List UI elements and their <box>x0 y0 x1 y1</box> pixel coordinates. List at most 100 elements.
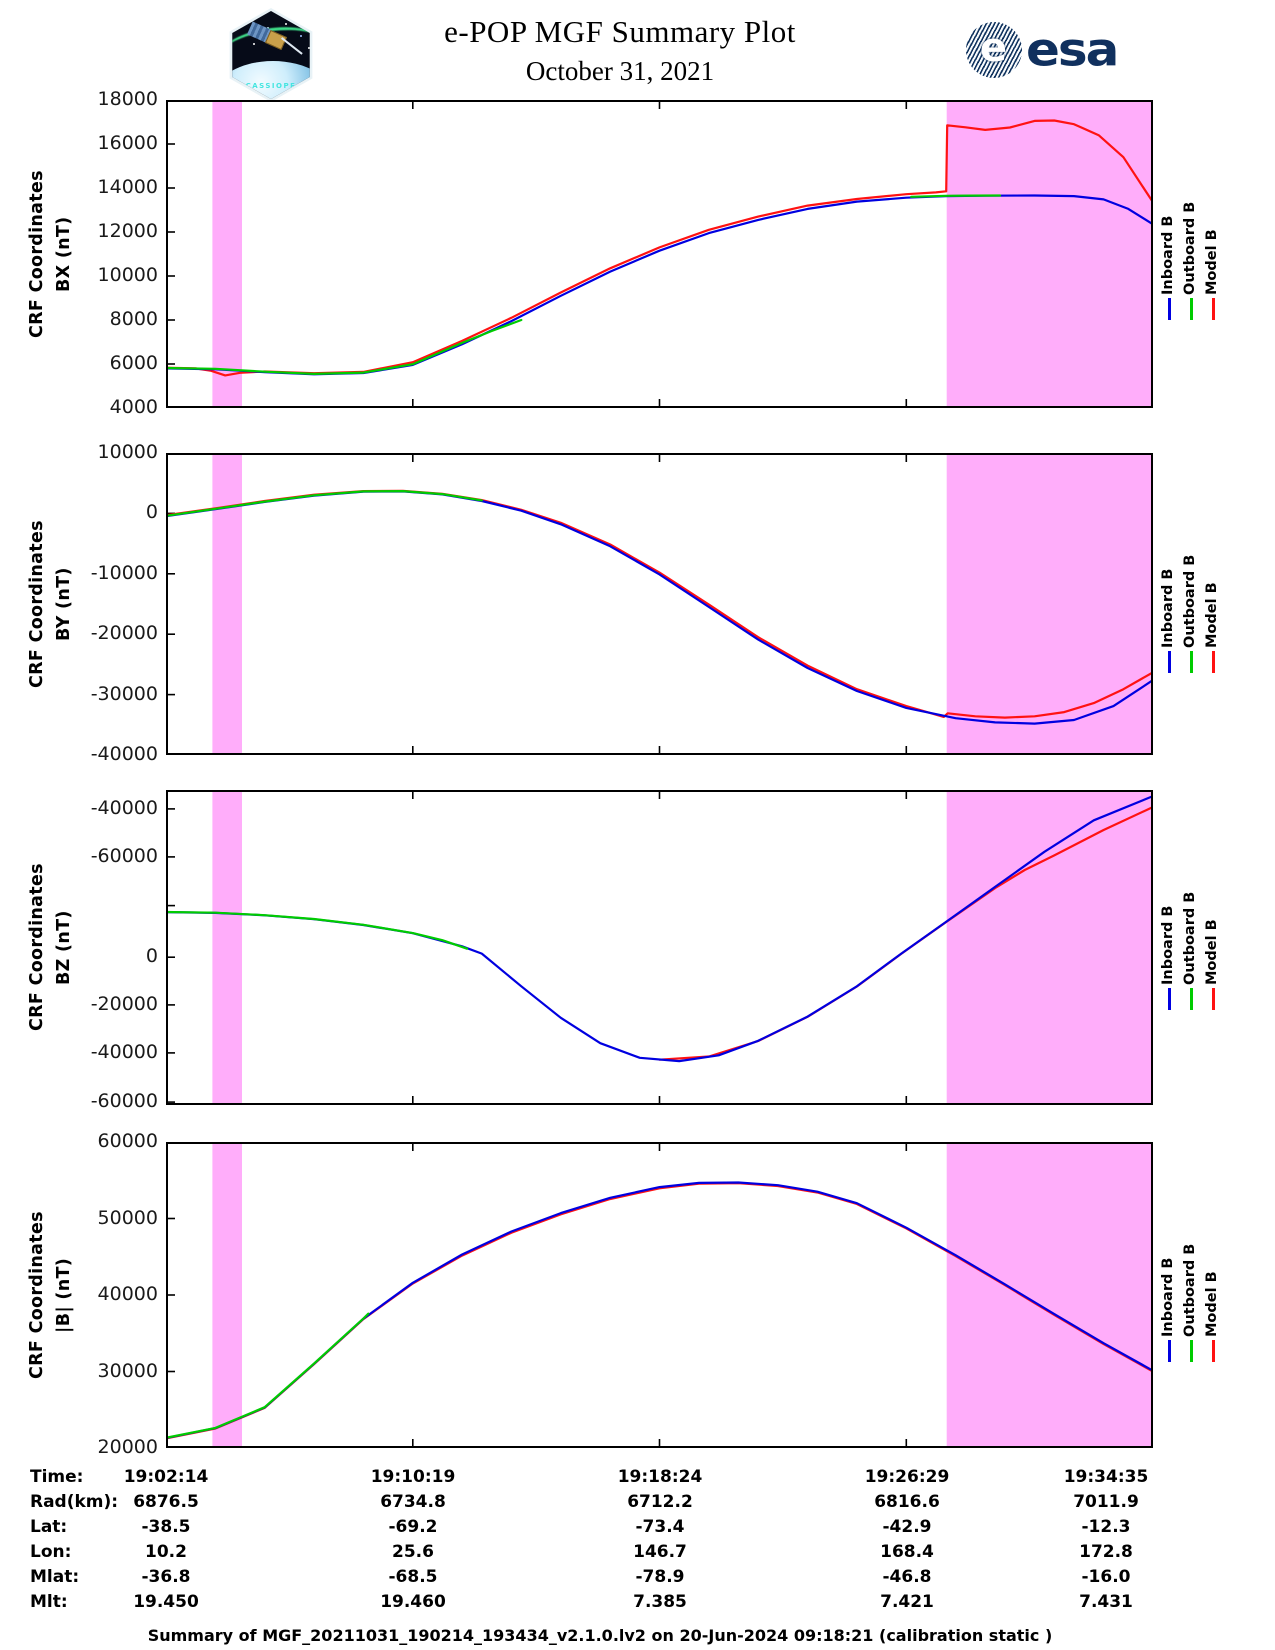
axis-value: 6816.6 <box>874 1492 940 1512</box>
shaded-interval-band <box>212 790 242 1105</box>
y-tick-label: 6000 <box>109 352 158 374</box>
plot-bmag <box>166 1142 1153 1448</box>
shaded-interval-band <box>946 1142 1153 1448</box>
axis-row-label-mlt: Mlt: <box>30 1592 68 1612</box>
footer-note: Summary of MGF_20211031_190214_193434_v2… <box>147 1626 1053 1645</box>
axis-row-label-lat: Lat: <box>30 1517 68 1537</box>
axis-value: -42.9 <box>882 1517 932 1537</box>
plot-svg-bz <box>166 790 1153 1105</box>
shaded-interval-band <box>946 453 1153 755</box>
legend-swatch-outboard <box>1190 651 1193 673</box>
axis-value: 10.2 <box>145 1542 187 1562</box>
shaded-interval-band <box>946 100 1153 408</box>
axis-value: 7.385 <box>633 1592 687 1612</box>
plot-bz <box>166 790 1153 1105</box>
plot-border <box>166 790 1153 1105</box>
legend-label-outboard: Outboard B <box>1182 201 1198 295</box>
y-tick-label: 4000 <box>109 396 158 418</box>
y-tick-label: 20000 <box>97 1436 158 1458</box>
legend-label-inboard: Inboard B <box>1160 215 1176 295</box>
bx-outboard-line <box>166 194 1002 375</box>
y-tick-label: -30000 <box>90 682 158 705</box>
axis-value: 25.6 <box>392 1542 434 1562</box>
esa-e-glyph: e <box>979 25 1008 72</box>
legend-swatch-inboard <box>1168 1340 1171 1362</box>
legend-swatch-outboard <box>1190 988 1193 1010</box>
axis-value: 7.431 <box>1079 1592 1133 1612</box>
y-tick-label: 8000 <box>109 308 158 330</box>
y-tick-label: -60000 <box>90 1090 158 1113</box>
bmag-outboard-line <box>166 1312 370 1439</box>
y-tick-label: -40000 <box>90 1040 158 1063</box>
plot-border <box>166 453 1153 755</box>
y-tick-label: 16000 <box>97 132 158 154</box>
legend-label-outboard: Outboard B <box>1182 554 1198 648</box>
y-tick-label: 50000 <box>97 1206 158 1229</box>
shaded-interval-band <box>212 453 242 755</box>
axis-row-label-mlat: Mlat: <box>30 1567 80 1587</box>
axis-value: 19:26:29 <box>864 1467 950 1487</box>
legend-swatch-model <box>1212 651 1215 673</box>
x-tick-marks <box>412 453 908 755</box>
axis-value: -38.5 <box>141 1517 191 1537</box>
y-tick-label: 18000 <box>97 88 158 110</box>
legend-swatch-model <box>1212 298 1215 320</box>
axis-value: 19:18:24 <box>617 1467 703 1487</box>
plot-bx <box>166 100 1153 408</box>
y-tick-label: 30000 <box>97 1359 158 1382</box>
legend-label-inboard: Inboard B <box>1160 1257 1176 1337</box>
axis-value: -36.8 <box>141 1567 191 1587</box>
legend-label-inboard: Inboard B <box>1160 568 1176 648</box>
axis-row-label-radkm: Rad(km): <box>30 1492 119 1512</box>
axis-value: 7.421 <box>880 1592 934 1612</box>
axis-row-label-time: Time: <box>30 1467 84 1487</box>
axis-value: 6734.8 <box>380 1492 446 1512</box>
y-tick-label: 60000 <box>97 1130 158 1152</box>
legend-swatch-model <box>1212 988 1215 1010</box>
legend-swatch-inboard <box>1168 298 1171 320</box>
axis-value: -73.4 <box>635 1517 685 1537</box>
axis-value: 168.4 <box>880 1542 934 1562</box>
plot-svg-bx <box>166 100 1153 408</box>
axis-row-label-lon: Lon: <box>30 1542 72 1562</box>
axis-value: 19.450 <box>133 1592 199 1612</box>
plot-svg-bmag <box>166 1142 1153 1448</box>
y-tick-label: -20000 <box>90 622 158 645</box>
y-tick-label: -20000 <box>90 992 158 1015</box>
x-tick-marks <box>412 100 908 408</box>
y-tick-label: 0 <box>145 501 158 524</box>
y-axis-label-by: CRF Coordinates BY (nT) <box>27 520 75 688</box>
axis-value: -12.3 <box>1081 1517 1131 1537</box>
legend-label-model: Model B <box>1204 1271 1220 1337</box>
legend-swatch-model <box>1212 1340 1215 1362</box>
by-outboard-line <box>166 490 483 517</box>
y-tick-label: 40000 <box>97 1283 158 1305</box>
legend-label-inboard: Inboard B <box>1160 905 1176 985</box>
page-title-block: e-POP MGF Summary Plot October 31, 2021 <box>240 14 1000 87</box>
legend-swatch-inboard <box>1168 651 1171 673</box>
axis-value: 146.7 <box>633 1542 687 1562</box>
legend-swatch-outboard <box>1190 1340 1193 1362</box>
bz-outboard-line <box>166 910 469 950</box>
axis-value: -69.2 <box>388 1517 438 1537</box>
legend-swatch-inboard <box>1168 988 1171 1010</box>
x-tick-marks <box>412 790 908 1105</box>
y-tick-label: 12000 <box>97 220 158 242</box>
plot-date: October 31, 2021 <box>525 56 715 86</box>
plot-title: e-POP MGF Summary Plot <box>444 14 796 49</box>
axis-value: 172.8 <box>1079 1542 1133 1562</box>
axis-value: 6712.2 <box>627 1492 693 1512</box>
y-tick-label: -40000 <box>90 743 158 765</box>
axis-value: -68.5 <box>388 1567 438 1587</box>
plot-by <box>166 453 1153 755</box>
y-tick-label: 14000 <box>97 176 158 198</box>
esa-logo: e esa <box>966 22 1119 78</box>
y-tick-label: 10000 <box>97 441 158 463</box>
esa-globe-icon: e <box>966 22 1022 78</box>
plot-border <box>166 100 1153 408</box>
legend-label-model: Model B <box>1204 229 1220 295</box>
axis-value: -16.0 <box>1081 1567 1131 1587</box>
axis-value: 19.460 <box>380 1592 446 1612</box>
legend-label-outboard: Outboard B <box>1182 1243 1198 1337</box>
shaded-interval-band <box>212 1142 242 1448</box>
